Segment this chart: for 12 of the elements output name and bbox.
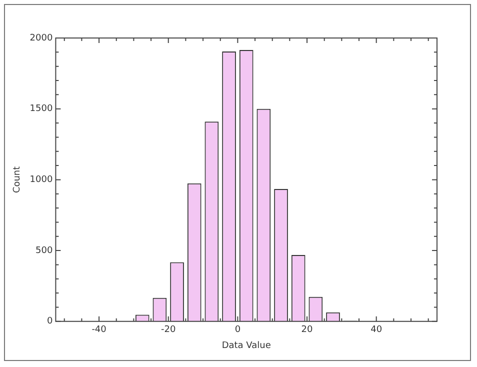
y-tick-label: 1000 [30,175,53,186]
x-tick-label: -20 [161,325,176,336]
x-tick-label: -40 [92,325,107,336]
y-tick-label: 500 [36,246,53,256]
x-tick-label: 0 [234,325,241,336]
y-tick-label: 2000 [30,33,53,44]
x-axis-title: Data Value [222,340,272,351]
y-tick-label: 0 [46,316,53,327]
x-tick-label: 40 [370,325,382,336]
y-axis-title: Count [12,166,23,194]
x-tick-label: 20 [301,325,314,336]
y-tick-label: 1500 [30,104,53,114]
